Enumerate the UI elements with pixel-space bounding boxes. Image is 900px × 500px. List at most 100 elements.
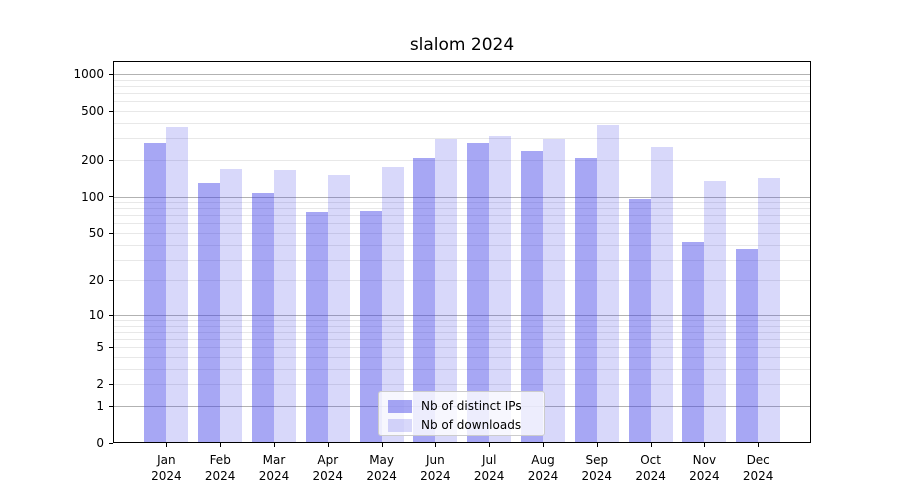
gridline-minor <box>113 159 811 161</box>
y-tick-label-2: 2 <box>96 377 104 392</box>
y-tick-1 <box>109 406 113 407</box>
x-tick-month-text: Oct <box>640 453 661 467</box>
gridline-minor <box>113 347 811 349</box>
gridline-minor <box>113 259 811 261</box>
bar-downloads-oct <box>650 147 673 443</box>
gridline-minor <box>113 244 811 246</box>
y-tick-20 <box>109 280 113 281</box>
y-tick-1000 <box>109 74 113 75</box>
y-tick-label-500: 500 <box>81 103 104 118</box>
x-tick-label-jul: Jul 2024 <box>457 452 521 484</box>
x-tick-month-text: May <box>369 453 394 467</box>
y-tick-label-0: 0 <box>96 436 104 450</box>
y-tick-label-1: 1 <box>96 399 104 413</box>
x-tick-jul <box>489 443 490 447</box>
x-tick-month-text: Jun <box>426 453 445 467</box>
x-tick-month-text: Jul <box>481 453 497 467</box>
gridline-minor <box>113 93 811 94</box>
gridline-minor <box>113 325 811 327</box>
bar-distinct-ips-jul <box>467 143 490 443</box>
legend-swatch-downloads <box>388 418 412 432</box>
x-tick-month-text: Nov <box>692 453 717 467</box>
x-tick-year-text: 2024 <box>312 469 344 483</box>
y-tick-50 <box>109 233 113 234</box>
x-tick-label-sep: Sep 2024 <box>565 452 629 484</box>
legend-row-distinct-ips: Nb of distinct IPs <box>388 397 544 415</box>
bar-distinct-ips-nov <box>682 242 705 443</box>
x-tick-may <box>382 443 383 447</box>
bar-distinct-ips-apr <box>305 212 328 443</box>
x-tick-apr <box>328 443 329 447</box>
x-tick-sep <box>597 443 598 447</box>
y-tick-5 <box>109 347 113 348</box>
y-tick-label-100: 100 <box>81 189 104 204</box>
x-tick-label-aug: Aug 2024 <box>511 452 575 484</box>
gridline-minor <box>113 384 811 386</box>
x-tick-year-text: 2024 <box>151 469 182 483</box>
gridline-minor <box>113 122 811 124</box>
gridline-minor <box>113 223 811 225</box>
x-tick-year-text: 2024 <box>204 469 236 483</box>
x-tick-month-text: Feb <box>209 453 231 467</box>
gridline-minor <box>113 357 811 358</box>
x-tick-label-feb: Feb 2024 <box>188 452 252 484</box>
gridline-minor <box>113 215 811 217</box>
y-tick-500 <box>109 111 113 112</box>
gridline-major <box>113 196 811 198</box>
bar-distinct-ips-jan <box>144 142 167 443</box>
x-tick-year-text: 2024 <box>258 469 290 483</box>
bar-distinct-ips-dec <box>736 248 759 443</box>
x-tick-label-may: May 2024 <box>350 452 414 484</box>
x-tick-label-dec: Dec 2024 <box>726 452 790 484</box>
bar-downloads-nov <box>704 180 727 443</box>
bar-downloads-mar <box>274 169 296 443</box>
bar-downloads-apr <box>327 174 350 443</box>
legend-swatch-distinct-ips <box>388 399 412 413</box>
x-tick-nov <box>704 443 705 447</box>
y-tick-label-50: 50 <box>88 226 104 240</box>
gridline-minor <box>113 280 811 282</box>
gridline-minor <box>113 331 811 333</box>
x-tick-year-text: 2024 <box>527 469 559 483</box>
x-tick-label-jun: Jun 2024 <box>403 452 467 484</box>
bar-downloads-jul <box>489 135 512 443</box>
y-tick-label-20: 20 <box>88 273 104 288</box>
x-tick-year-text: 2024 <box>420 469 451 483</box>
y-tick-10 <box>109 315 113 316</box>
gridline-minor <box>113 368 811 370</box>
y-tick-label-5: 5 <box>96 340 104 355</box>
x-tick-month-text: Apr <box>317 453 339 467</box>
x-tick-month-text: Aug <box>531 453 555 467</box>
bar-downloads-jun <box>435 139 458 443</box>
x-tick-month-text: Mar <box>262 453 286 467</box>
gridline-minor <box>113 138 811 140</box>
x-tick-oct <box>651 443 652 447</box>
legend-label-distinct-ips: Nb of distinct IPs <box>421 399 522 413</box>
x-tick-year-text: 2024 <box>366 469 397 483</box>
x-tick-year-text: 2024 <box>473 469 505 483</box>
bar-downloads-feb <box>220 169 243 443</box>
gridline-minor <box>113 85 811 87</box>
gridline-minor <box>113 320 811 321</box>
y-tick-100 <box>109 196 113 197</box>
gridline-major <box>113 314 811 316</box>
x-tick-label-mar: Mar 2024 <box>242 452 306 484</box>
bar-downloads-jan <box>166 127 189 443</box>
legend-label-downloads: Nb of downloads <box>421 418 522 432</box>
bar-distinct-ips-mar <box>252 193 274 443</box>
gridline-minor <box>113 101 811 103</box>
x-tick-label-oct: Oct 2024 <box>619 452 683 484</box>
gridline-minor <box>113 79 811 81</box>
bar-distinct-ips-jun <box>413 158 436 443</box>
bar-distinct-ips-oct <box>628 199 651 443</box>
legend-row-downloads: Nb of downloads <box>388 416 544 434</box>
x-tick-feb <box>220 443 221 447</box>
y-tick-label-200: 200 <box>81 152 104 167</box>
gridline-minor <box>113 110 811 112</box>
x-tick-year-text: 2024 <box>635 469 666 483</box>
gridline-major <box>113 73 811 75</box>
x-tick-mar <box>274 443 275 447</box>
x-tick-month-text: Dec <box>746 453 770 467</box>
x-tick-label-apr: Apr 2024 <box>296 452 360 484</box>
x-tick-label-jan: Jan 2024 <box>134 452 198 484</box>
